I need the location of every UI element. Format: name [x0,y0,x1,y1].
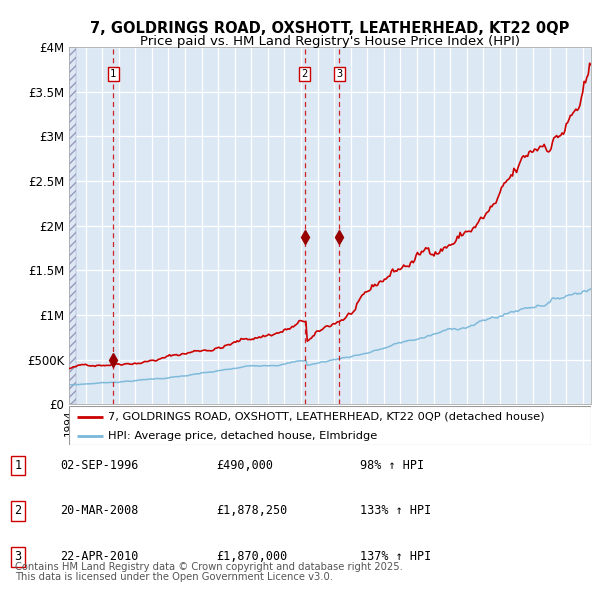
Text: £490,000: £490,000 [216,459,273,472]
Text: Contains HM Land Registry data © Crown copyright and database right 2025.: Contains HM Land Registry data © Crown c… [15,562,403,572]
Text: 3: 3 [336,69,343,79]
Text: 3: 3 [14,550,22,563]
Text: 20-MAR-2008: 20-MAR-2008 [60,504,139,517]
Text: This data is licensed under the Open Government Licence v3.0.: This data is licensed under the Open Gov… [15,572,333,582]
Text: 7, GOLDRINGS ROAD, OXSHOTT, LEATHERHEAD, KT22 0QP (detached house): 7, GOLDRINGS ROAD, OXSHOTT, LEATHERHEAD,… [108,412,545,422]
Text: £1,870,000: £1,870,000 [216,550,287,563]
Text: Price paid vs. HM Land Registry's House Price Index (HPI): Price paid vs. HM Land Registry's House … [140,35,520,48]
Text: 7, GOLDRINGS ROAD, OXSHOTT, LEATHERHEAD, KT22 0QP: 7, GOLDRINGS ROAD, OXSHOTT, LEATHERHEAD,… [91,21,569,35]
Text: 1: 1 [110,69,116,79]
Text: 98% ↑ HPI: 98% ↑ HPI [360,459,424,472]
Text: 1: 1 [14,459,22,472]
Text: 2: 2 [302,69,308,79]
Text: £1,878,250: £1,878,250 [216,504,287,517]
Text: 133% ↑ HPI: 133% ↑ HPI [360,504,431,517]
Text: HPI: Average price, detached house, Elmbridge: HPI: Average price, detached house, Elmb… [108,431,377,441]
Text: 2: 2 [14,504,22,517]
Text: 137% ↑ HPI: 137% ↑ HPI [360,550,431,563]
Text: 02-SEP-1996: 02-SEP-1996 [60,459,139,472]
Text: 22-APR-2010: 22-APR-2010 [60,550,139,563]
